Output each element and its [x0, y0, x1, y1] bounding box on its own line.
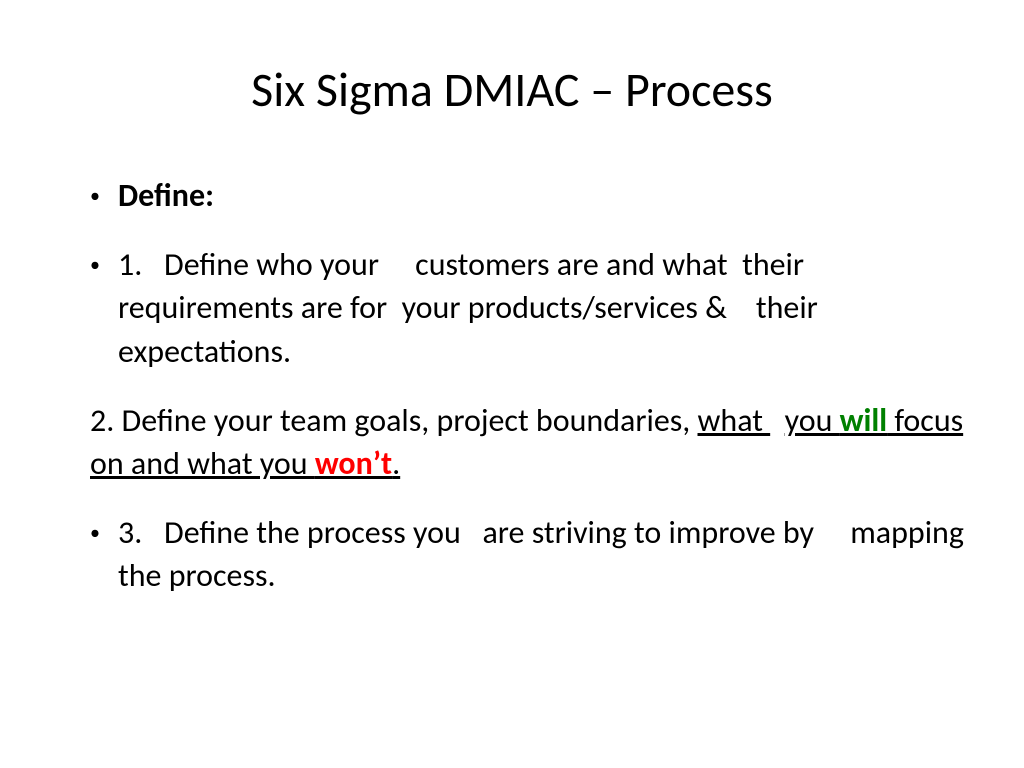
bullet-item-3-text: 3. Define the process you are striving t… — [118, 511, 964, 597]
bullet-item-3: • 3. Define the process you are striving… — [90, 511, 964, 597]
bullet-dot-icon: • — [90, 243, 118, 285]
item-2-space — [770, 401, 784, 440]
item-2-what: what — [698, 401, 771, 440]
bullet-dot-icon: • — [90, 174, 118, 216]
item-2-dot: . — [392, 444, 400, 483]
item-2-prefix: 2. Define your team goals, project bound… — [90, 401, 698, 440]
bullet-item-1: • 1. Define who your customers are and w… — [90, 243, 964, 373]
bullet-item-2: 2. Define your team goals, project bound… — [90, 399, 964, 485]
slide-body: • Define: • 1. Define who your customers… — [60, 174, 964, 598]
item-2-you: you — [785, 401, 840, 440]
slide: Six Sigma DMIAC – Process • Define: • 1.… — [0, 0, 1024, 768]
item-2-wont: won’t — [315, 444, 392, 483]
bullet-dot-icon: • — [90, 511, 118, 553]
item-2-will: will — [840, 401, 887, 440]
bullet-item-1-text: 1. Define who your customers are and wha… — [118, 243, 964, 373]
bullet-define-label: Define: — [118, 174, 964, 217]
bullet-define: • Define: — [90, 174, 964, 217]
slide-title: Six Sigma DMIAC – Process — [60, 60, 964, 119]
